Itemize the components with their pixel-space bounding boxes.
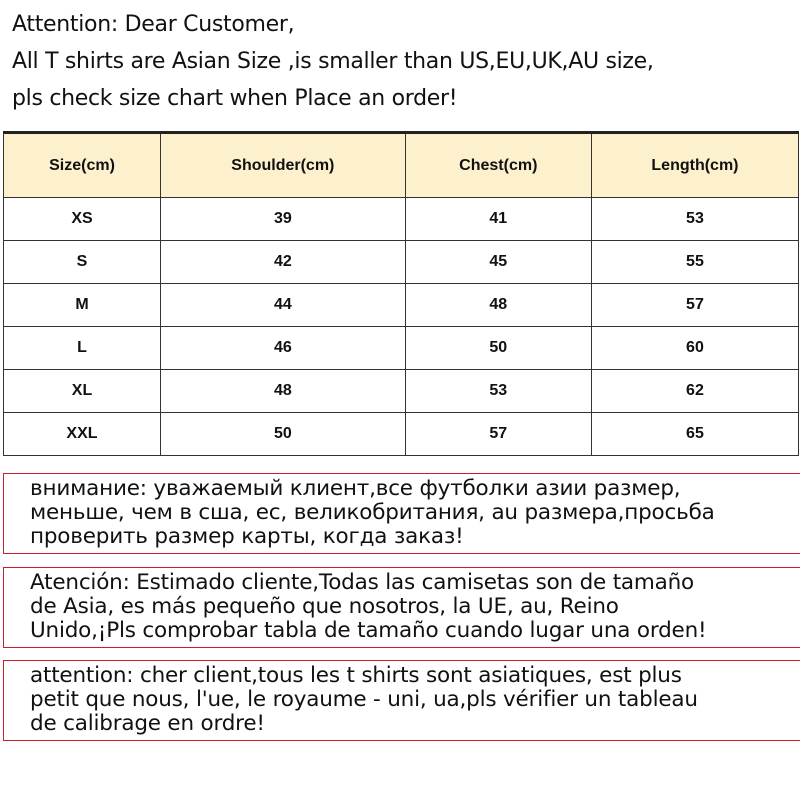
- notice-line: de calibrage en ordre!: [30, 711, 265, 736]
- cell: 41: [404, 197, 592, 241]
- header-size: Size(cm): [3, 132, 161, 198]
- notice-line: Atención: Estimado cliente,Todas las cam…: [30, 570, 695, 595]
- table-row: XXL 50 57 65: [3, 412, 800, 456]
- notice-line: petit que nous, l'ue, le royaume - uni, …: [30, 687, 698, 712]
- cell: 48: [404, 283, 592, 327]
- notice-russian: внимание: уважаемый клиент,все футболки …: [3, 473, 800, 554]
- table-header-row: Size(cm) Shoulder(cm) Chest(cm) Length(c…: [3, 132, 800, 198]
- cell: 60: [590, 326, 800, 370]
- cell: 45: [404, 240, 592, 284]
- cell: 57: [404, 412, 592, 456]
- cell: XL: [3, 369, 161, 413]
- notice-spanish: Atención: Estimado cliente,Todas las cam…: [3, 567, 800, 648]
- cell: 62: [590, 369, 800, 413]
- cell: 39: [159, 197, 406, 241]
- cell: 53: [590, 197, 800, 241]
- cell: M: [3, 283, 161, 327]
- intro-line: pls check size chart when Place an order…: [12, 86, 458, 111]
- cell: 55: [590, 240, 800, 284]
- table-row: L 46 50 60: [3, 326, 800, 370]
- cell: 50: [159, 412, 406, 456]
- cell: 50: [404, 326, 592, 370]
- notice-line: меньше, чем в сша, ес, великобритания, a…: [30, 500, 715, 525]
- cell: 46: [159, 326, 406, 370]
- header-shoulder: Shoulder(cm): [159, 132, 406, 198]
- notice-french: attention: cher client,tous les t shirts…: [3, 660, 800, 741]
- header-length: Length(cm): [590, 132, 800, 198]
- cell: 53: [404, 369, 592, 413]
- cell: 57: [590, 283, 800, 327]
- notice-line: attention: cher client,tous les t shirts…: [30, 663, 682, 688]
- table-row: XL 48 53 62: [3, 369, 800, 413]
- table-row: M 44 48 57: [3, 283, 800, 327]
- notice-line: Unido,¡Pls comprobar tabla de tamaño cua…: [30, 618, 707, 643]
- intro-line: All T shirts are Asian Size ,is smaller …: [12, 49, 654, 74]
- cell: L: [3, 326, 161, 370]
- intro-line: Attention: Dear Customer,: [12, 12, 295, 37]
- table-row: S 42 45 55: [3, 240, 800, 284]
- cell: XXL: [3, 412, 161, 456]
- header-chest: Chest(cm): [404, 132, 592, 198]
- cell: 65: [590, 412, 800, 456]
- cell: S: [3, 240, 161, 284]
- cell: 44: [159, 283, 406, 327]
- cell: XS: [3, 197, 161, 241]
- table-row: XS 39 41 53: [3, 197, 800, 241]
- attention-notice: Attention: Dear Customer, All T shirts a…: [12, 6, 654, 117]
- notice-line: внимание: уважаемый клиент,все футболки …: [30, 476, 681, 501]
- notice-line: de Asia, es más pequeño que nosotros, la…: [30, 594, 619, 619]
- cell: 48: [159, 369, 406, 413]
- size-chart-table: Size(cm) Shoulder(cm) Chest(cm) Length(c…: [3, 131, 800, 456]
- cell: 42: [159, 240, 406, 284]
- notice-line: проверить размер карты, когда заказ!: [30, 524, 464, 549]
